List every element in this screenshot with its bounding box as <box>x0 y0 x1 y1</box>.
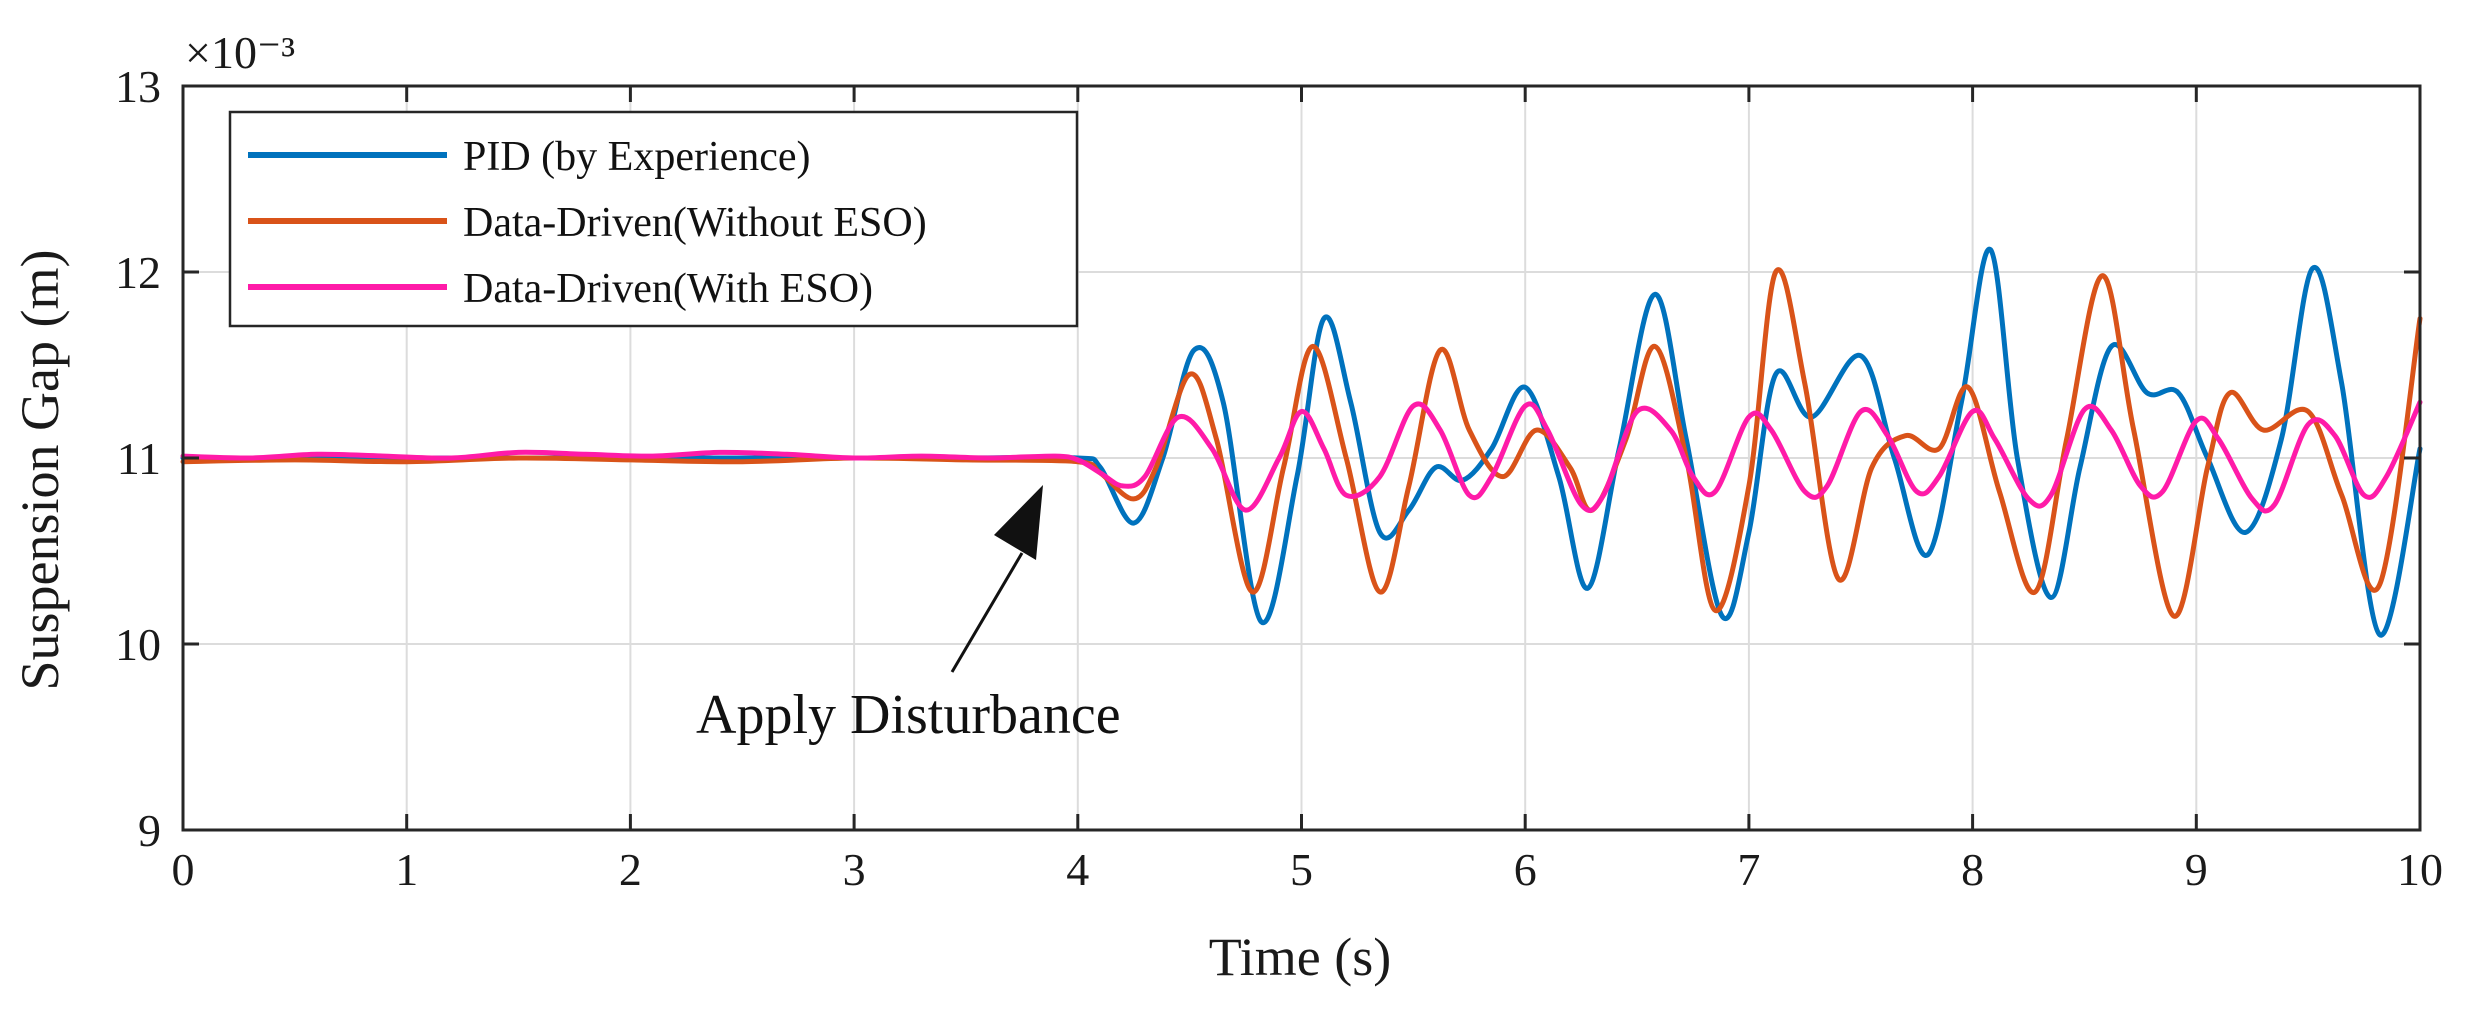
x-tick-label: 2 <box>619 844 642 895</box>
legend-label-with-eso: Data-Driven(With ESO) <box>463 266 873 312</box>
y-tick-label: 10 <box>115 619 161 670</box>
annotation-arrow-shaft <box>950 552 1024 673</box>
legend: PID (by Experience) Data-Driven(Without … <box>228 110 1079 328</box>
series-line-with-eso <box>180 399 2423 514</box>
x-tick-label: 0 <box>172 844 195 895</box>
x-tick-label: 9 <box>2185 844 2208 895</box>
series-line-pid <box>180 246 2423 638</box>
y-axis-label: Suspension Gap (m) <box>10 250 70 691</box>
legend-label-without-eso: Data-Driven(Without ESO) <box>463 200 927 246</box>
x-tick-label: 3 <box>843 844 866 895</box>
y-tick-label: 13 <box>115 61 161 112</box>
annotation: Apply Disturbance <box>696 485 1121 746</box>
x-tick-label: 5 <box>1290 844 1313 895</box>
x-tick-labels: 0 1 2 3 4 5 6 7 8 9 10 <box>172 844 2444 895</box>
x-tick-label: 4 <box>1066 844 1089 895</box>
x-tick-label: 10 <box>2397 844 2443 895</box>
y-tick-label: 9 <box>138 805 161 856</box>
x-axis-label: Time (s) <box>1209 927 1392 987</box>
y-axis-multiplier: ×10⁻³ <box>185 27 295 78</box>
y-tick-label: 11 <box>117 433 161 484</box>
x-tick-label: 1 <box>395 844 418 895</box>
x-tick-label: 8 <box>1961 844 1984 895</box>
legend-label-pid: PID (by Experience) <box>463 134 811 180</box>
annotation-arrow-head <box>994 485 1043 560</box>
series-lines <box>180 246 2423 638</box>
x-tick-label: 6 <box>1514 844 1537 895</box>
x-tick-label: 7 <box>1737 844 1760 895</box>
annotation-text: Apply Disturbance <box>696 684 1121 746</box>
y-tick-label: 12 <box>115 247 161 298</box>
axis-ticks <box>181 84 2422 832</box>
y-tick-labels: 9 10 11 12 13 <box>115 61 161 856</box>
